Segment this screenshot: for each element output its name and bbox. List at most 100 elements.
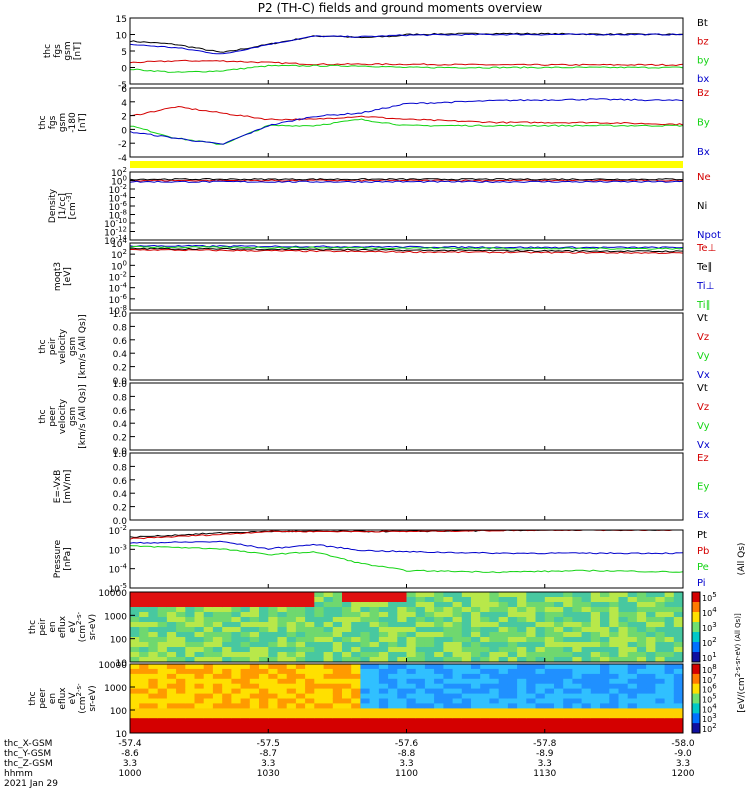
density-ylabel-line: [cm-3] [65, 192, 78, 219]
legend-pressure-Pe: Pe [697, 562, 709, 573]
pressure-ytick-label: 10-2 [109, 524, 127, 537]
peer_eflux-ytick-label: 1000 [104, 684, 127, 694]
xaxis-row-value: -57.6 [395, 739, 419, 749]
temperature-ytick-label: 10-4 [109, 282, 128, 295]
density-ytick-label: 10-10 [104, 217, 127, 230]
plot-title: P2 (TH-C) fields and ground moments over… [258, 1, 543, 15]
peir_velocity-ylabel-line: gsm [68, 337, 78, 356]
peer_eflux-colorbar-tick: 107 [702, 673, 717, 685]
xaxis-row-value: 1000 [119, 769, 142, 779]
fgs-ylabel-line: fgs [53, 44, 63, 58]
density-ylabel-line: [1/cc] [58, 193, 68, 219]
fgs_gsm-ylabel-line: thc [38, 115, 48, 129]
series-pressure-Pi [129, 540, 684, 555]
peir_velocity-frame [129, 312, 684, 381]
legend-efield-Ez: Ez [697, 453, 709, 464]
legend-peer_velocity-Vx: Vx [697, 440, 710, 451]
legend-density-Npot: Npot [697, 230, 721, 241]
pressure-ylabel-line: Pressure [53, 539, 63, 578]
peir_eflux-ylabel-line: eflux [58, 615, 68, 638]
peir_velocity-ylabel-line: velocity [58, 328, 68, 364]
density-ytick-label: 102 [111, 166, 127, 179]
legend-density-Ni: Ni [697, 201, 707, 212]
peir_velocity-ytick-label: 0.4 [113, 350, 128, 360]
efield-ylabel-line: E=-VxB [53, 470, 63, 504]
colorbar-segment [692, 664, 700, 675]
density-ytick-label: 10-12 [104, 226, 127, 239]
temperature-ytick-label: 10-6 [109, 293, 128, 306]
legend-fgs-Bt: Bt [697, 18, 708, 29]
pressure-ytick-label: 10-4 [109, 563, 128, 576]
colorbar-label: [eV/(cm2-s-sr-eV) (All Qs)] [734, 613, 747, 713]
legend-peir_velocity-Vt: Vt [697, 313, 708, 324]
xaxis-row-value: 1030 [257, 769, 280, 779]
density-ylabel: Density [1/cc] [cm-3] [48, 188, 78, 223]
density-ytick-label: 100 [111, 175, 127, 188]
fgs_gsm-ylabel: thc fgs gsm -180 [nT] [38, 112, 88, 133]
fgs_gsm-ytick-label: 0 [121, 126, 127, 136]
legend-pressure-Pi: Pi [697, 578, 706, 589]
density-ytick-label: 10-8 [109, 209, 127, 222]
series-fgs-Bt [129, 32, 684, 53]
peir_velocity-ytick-label: 0.8 [113, 323, 128, 333]
series-fgs_gsm-Bz [129, 105, 684, 126]
colorbar-segment [692, 632, 700, 643]
panel-fgs_gsm: 6 4 2 0 -2 -4 thc fgs gsm -180 [nT] Bz By Bx [38, 85, 710, 164]
peer_eflux-ytick-label: 100 [110, 707, 127, 717]
peer_velocity-ytick-label: 1.0 [113, 380, 128, 390]
xaxis-row-value: 1130 [533, 769, 556, 779]
peir_eflux-colorbar [691, 591, 701, 663]
fgs_gsm-ylabel-line: fgs [48, 115, 58, 129]
density-ytick-label: 10-2 [109, 183, 127, 196]
peer_eflux-colorbar [691, 663, 701, 734]
peer_eflux-heatmap [130, 664, 684, 734]
series-density-Ni [129, 177, 683, 181]
panel-peir_velocity: 1.0 0.8 0.6 0.4 0.2 0.0 thc peir velocity gsm [km/… [38, 310, 710, 387]
colorbar-segment [692, 673, 700, 685]
peir_eflux-heatmap [130, 592, 684, 663]
pressure-ytick-label: 10-3 [109, 543, 127, 556]
x-axis-block: thc_X-GSM -57.4 -57.5 -57.6 -57.8 -58.0 thc_Y-… [4, 739, 695, 789]
xaxis-row-value: -8.7 [259, 749, 277, 759]
xaxis-row-value: -8.9 [536, 749, 554, 759]
fgs_gsm-ytick-label: -2 [118, 140, 127, 150]
fgs_gsm-ylabel-line: [nT] [78, 113, 88, 131]
fgs_gsm-ylabel-line: gsm [58, 113, 68, 132]
xaxis-row-value: 1200 [672, 769, 695, 779]
peer_velocity-ylabel-line: peer [48, 406, 58, 427]
legend-peer_velocity-Vz: Vz [697, 402, 709, 413]
xaxis-row-value: -9.0 [674, 749, 692, 759]
peer_eflux-ytick-label: 10 [116, 730, 128, 740]
xaxis-row-value: -58.0 [671, 739, 695, 749]
xaxis-row-label: thc_Y-GSM [4, 749, 51, 759]
peir_velocity-ytick-label: 0.6 [113, 337, 128, 347]
series-pressure-Pb [129, 529, 683, 540]
pressure-note: (All Qs) [737, 543, 747, 576]
panel-efield: 1.0 0.8 0.6 0.4 0.2 0.0 E=-VxB [mV/m] Ez Ey Ex [53, 450, 709, 527]
series-fgs-bx [129, 33, 684, 55]
peer_eflux-ylabel-line: en [48, 693, 58, 704]
temperature-ytick-label: 100 [111, 259, 127, 272]
peir_velocity-ytick-label: 1.0 [113, 310, 128, 320]
colorbar-segment [692, 713, 700, 724]
legend-temperature-Te∥: Te∥ [696, 262, 713, 273]
xaxis-row-value: -8.8 [398, 749, 416, 759]
fgs-ylabel-line: [nT] [73, 42, 83, 60]
peer_eflux-ylabel-line: peer [38, 688, 48, 709]
peir_eflux-ytick-label: 1000 [104, 612, 127, 622]
peer_eflux-colorbar-tick: 108 [702, 663, 717, 675]
xaxis-row-value: -8.6 [121, 749, 139, 759]
peir_velocity-ylabel-line: thc [38, 339, 48, 353]
temperature-ytick-label: 102 [111, 248, 127, 261]
fgs-ytick-label: -5 [118, 81, 127, 91]
legend-peir_velocity-Vz: Vz [697, 332, 709, 343]
legend-fgs-by: by [697, 55, 709, 66]
xaxis-row-label: thc_Z-GSM [4, 759, 53, 769]
pressure-frame [129, 529, 684, 589]
series-fgs-by [129, 64, 684, 73]
colorbar-segment [692, 652, 700, 663]
temperature-frame [129, 242, 684, 311]
